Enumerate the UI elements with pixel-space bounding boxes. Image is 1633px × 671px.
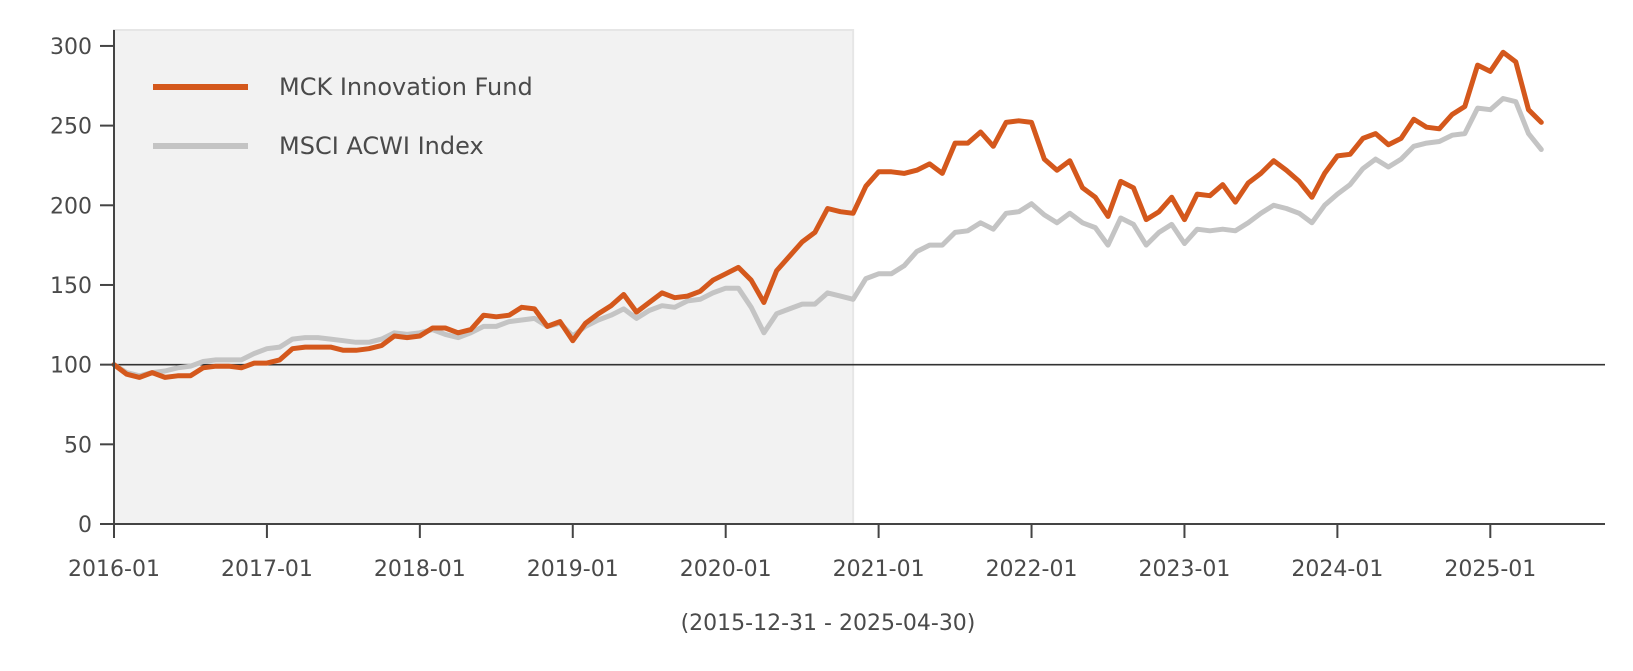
series-line-1 xyxy=(111,96,1544,379)
x-tick-label: 2019-01 xyxy=(527,557,619,582)
shaded-period-region xyxy=(113,29,855,525)
x-tick-label: 2022-01 xyxy=(986,557,1078,582)
x-tick-label: 2023-01 xyxy=(1139,557,1231,582)
y-tick-label: 150 xyxy=(50,274,92,299)
legend-label-0: MCK Innovation Fund xyxy=(279,73,533,101)
x-tick-label: 2016-01 xyxy=(68,557,160,582)
x-axis-label: (2015-12-31 - 2025-04-30) xyxy=(681,611,976,636)
x-tick-label: 2020-01 xyxy=(680,557,772,582)
y-tick-label: 200 xyxy=(50,194,92,219)
x-tick-label: 2017-01 xyxy=(221,557,313,582)
legend-label-1: MSCI ACWI Index xyxy=(279,132,484,160)
y-tick-label: 50 xyxy=(64,433,92,458)
y-tick-label: 300 xyxy=(50,35,92,60)
x-tick-label: 2018-01 xyxy=(374,557,466,582)
x-tick-label: 2021-01 xyxy=(833,557,925,582)
x-tick-label: 2025-01 xyxy=(1444,557,1536,582)
y-tick-label: 100 xyxy=(50,354,92,379)
y-tick-label: 0 xyxy=(78,513,92,538)
y-tick-label: 250 xyxy=(50,115,92,140)
series-line-0 xyxy=(111,49,1544,380)
x-tick-label: 2024-01 xyxy=(1291,557,1383,582)
